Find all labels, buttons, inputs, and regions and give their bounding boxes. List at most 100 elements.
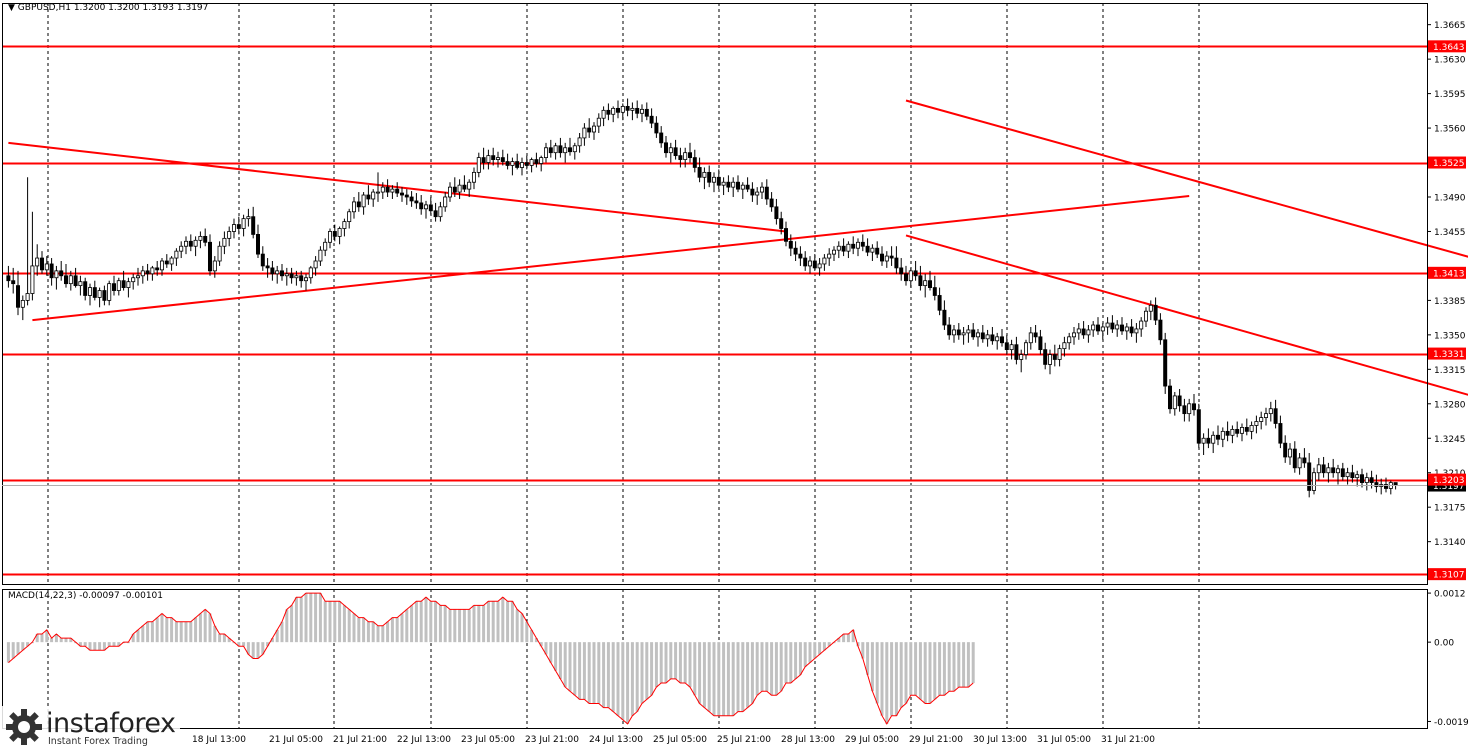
candle — [59, 261, 64, 281]
candle-body — [1201, 437, 1206, 444]
candle — [1134, 323, 1139, 343]
histogram-bar — [285, 609, 289, 643]
candle-body — [899, 267, 904, 275]
candle-body — [755, 191, 760, 196]
candle — [30, 211, 35, 301]
candle — [764, 179, 769, 205]
candle — [678, 147, 683, 168]
dropdown-triangle-icon[interactable]: ▼ — [8, 3, 15, 13]
candle — [1292, 441, 1297, 473]
candle — [1273, 399, 1278, 429]
histogram-bar — [741, 642, 745, 712]
candle-body — [1240, 427, 1245, 434]
candle — [1168, 379, 1173, 414]
candle — [942, 300, 947, 330]
candle-body — [327, 231, 332, 243]
candle-body — [1331, 467, 1336, 474]
candle — [1139, 317, 1144, 337]
candle-body — [495, 157, 500, 160]
candle — [817, 258, 822, 276]
histogram-bar — [78, 642, 82, 647]
histogram-bar — [765, 642, 769, 692]
histogram-bar — [890, 642, 894, 716]
candle-body — [659, 132, 664, 144]
candle-body — [1326, 467, 1331, 474]
histogram-bar — [626, 642, 630, 724]
candle-body — [1340, 468, 1345, 478]
candle-body — [1076, 328, 1081, 334]
histogram-bar — [856, 642, 860, 647]
candle — [476, 152, 481, 178]
candle — [207, 234, 212, 276]
candle — [832, 246, 837, 262]
candle — [404, 189, 409, 205]
histogram-bar — [198, 613, 202, 643]
candle-body — [808, 260, 813, 267]
histogram-bar — [400, 613, 404, 643]
candle — [784, 221, 789, 247]
x-tick-label: 24 Jul 13:00 — [589, 735, 643, 745]
candle — [707, 165, 712, 188]
histogram-bar — [515, 609, 519, 643]
histogram-bar — [414, 601, 418, 643]
candle-body — [68, 275, 73, 285]
candle-body — [371, 191, 376, 200]
candle — [1220, 427, 1225, 448]
histogram-bar — [458, 609, 462, 643]
candle-body — [1302, 457, 1307, 464]
candle-body — [236, 224, 241, 229]
candle — [937, 287, 942, 316]
candle — [630, 102, 635, 121]
y-tick-label: 1.3455 — [1434, 228, 1466, 238]
candle-body — [323, 241, 328, 251]
candle-body — [452, 186, 457, 193]
candle — [1148, 300, 1153, 321]
candle-body — [342, 221, 347, 229]
candle — [798, 246, 803, 266]
candle-body — [457, 184, 462, 193]
candle-body — [476, 157, 481, 173]
candle-body — [92, 287, 97, 298]
candle-body — [1124, 326, 1129, 332]
candle-body — [1220, 430, 1225, 440]
histogram-bar — [107, 642, 111, 647]
candle-body — [1216, 434, 1221, 440]
candle — [505, 153, 510, 170]
macd-y-tick-label: -0.00194 — [1434, 718, 1468, 728]
candle-body — [985, 334, 990, 340]
candle — [654, 116, 659, 138]
histogram-bar — [482, 605, 486, 643]
candle — [1057, 344, 1062, 367]
candle — [1326, 462, 1331, 483]
candle-body — [150, 267, 155, 275]
histogram-bar — [338, 601, 342, 643]
candle-body — [515, 161, 520, 168]
histogram-bar — [755, 642, 759, 696]
candle-body — [1048, 354, 1053, 365]
candle — [1360, 468, 1365, 488]
candle-body — [193, 239, 198, 247]
histogram-bar — [558, 642, 562, 679]
x-tick-label: 29 Jul 05:00 — [845, 735, 899, 745]
candle — [774, 198, 779, 225]
candle-body — [812, 260, 817, 269]
candle — [116, 277, 121, 296]
histogram-bar — [174, 621, 178, 643]
candle-body — [1057, 348, 1062, 360]
candle-body — [409, 196, 414, 202]
histogram-bar — [534, 638, 538, 643]
candle — [515, 153, 520, 170]
candle-body — [884, 255, 889, 262]
candle — [1297, 453, 1302, 475]
candle-body — [1028, 332, 1033, 344]
histogram-bar — [424, 597, 428, 643]
candle — [462, 175, 467, 193]
candle-body — [1384, 484, 1389, 489]
candle — [356, 192, 361, 212]
histogram-bar — [894, 642, 898, 716]
candle-body — [438, 206, 443, 218]
candle — [495, 151, 500, 168]
candle — [539, 155, 544, 172]
x-tick-label: 25 Jul 05:00 — [653, 735, 707, 745]
histogram-bar — [635, 642, 639, 712]
